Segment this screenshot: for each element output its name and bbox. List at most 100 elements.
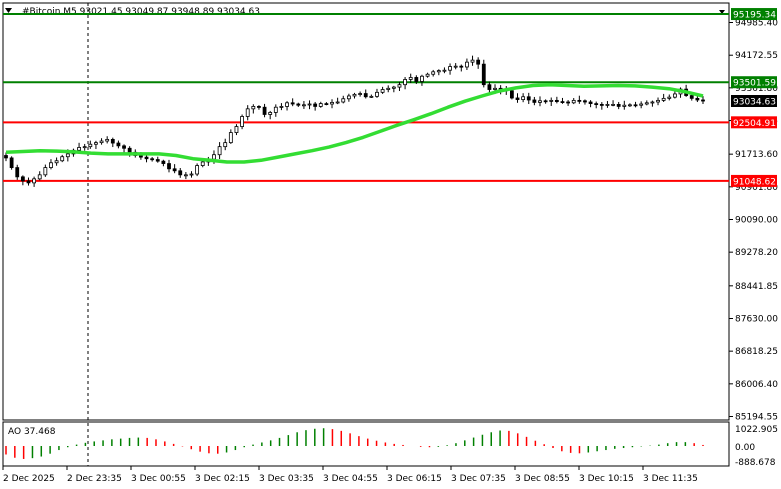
time-axis-tick-label: 3 Dec 10:15: [579, 474, 634, 484]
indicator-plot-frame: [2, 421, 730, 467]
main-plot-frame: [2, 2, 730, 421]
candle-body: [639, 103, 644, 106]
candle-body: [448, 66, 452, 71]
candle-body: [375, 91, 379, 97]
candle-body: [212, 154, 216, 160]
candle-body: [116, 142, 121, 147]
candle-body: [656, 99, 660, 103]
candle-body: [183, 174, 188, 177]
candle-body: [352, 93, 357, 97]
candle-body: [633, 104, 638, 107]
candle-body: [566, 101, 570, 104]
candle-body: [9, 157, 14, 168]
candle-body: [26, 180, 31, 184]
ao-tick-top: 1022.905: [735, 425, 778, 435]
candle-body: [481, 63, 486, 86]
candle-body: [436, 70, 441, 73]
time-axis-tick-label: 3 Dec 03:35: [259, 474, 314, 484]
candle-body: [217, 146, 222, 156]
time-axis-tick-label: 3 Dec 06:15: [387, 474, 442, 484]
time-axis-tick-label: 3 Dec 07:35: [451, 474, 506, 484]
candle-body: [172, 168, 177, 172]
chart-collapse-icon[interactable]: [719, 10, 725, 14]
candle-body: [105, 139, 110, 142]
candle-body: [493, 87, 497, 90]
candle-body: [538, 100, 542, 103]
candle-body: [65, 153, 70, 158]
candle-body: [442, 69, 447, 72]
candle-body: [82, 146, 87, 149]
candle-body: [330, 101, 334, 105]
moving-average-layer: [5, 82, 704, 164]
price-axis-tick-label: 88441.85: [735, 282, 778, 292]
candle-body: [99, 140, 104, 144]
candle-body: [611, 104, 615, 106]
candle-body: [15, 167, 20, 178]
candle-body: [380, 89, 385, 93]
candle-body: [391, 86, 396, 89]
candle-body: [650, 101, 655, 104]
candle-body: [43, 167, 48, 176]
candle-body: [532, 99, 537, 103]
candle-body: [234, 126, 239, 133]
level-price-tag: [731, 8, 777, 21]
level-price-tag: [731, 174, 777, 187]
candle-body: [661, 97, 666, 101]
candle-body: [341, 98, 346, 103]
candle-body: [161, 160, 166, 164]
candle-body: [4, 155, 8, 159]
time-axis-tick-label: 3 Dec 00:55: [131, 474, 186, 484]
candle-body: [313, 103, 318, 107]
candles-layer: [4, 55, 705, 187]
ao-tick-zero: 0.00: [735, 443, 755, 453]
dropdown-triangle-icon[interactable]: [5, 8, 12, 13]
symbol-header: #Bitcoin,M5 93021.45 93049.87 93948.89 9…: [22, 7, 260, 17]
candle-body: [285, 102, 289, 107]
candle-body: [487, 84, 492, 90]
time-axis-tick-label: 2 Dec 2025: [3, 474, 55, 484]
candle-body: [88, 143, 93, 148]
candle-body: [644, 102, 649, 105]
current-price-label: 93034.63: [733, 98, 776, 108]
candle-body: [403, 79, 407, 86]
candle-body: [307, 103, 312, 106]
candle-body: [257, 106, 261, 108]
candle-body: [228, 132, 233, 144]
candle-body: [178, 170, 183, 176]
candle-body: [324, 103, 329, 106]
candle-body: [296, 103, 301, 106]
candle-body: [262, 106, 267, 115]
price-axis-tick-label: 87630.00: [735, 314, 778, 324]
level-price-tag-label: 93501.59: [733, 79, 776, 89]
candle-body: [414, 77, 419, 82]
candle-body: [470, 59, 475, 63]
price-axis-tick-label: 94172.55: [735, 51, 778, 61]
level-price-tag: [731, 76, 777, 89]
candle-body: [420, 75, 424, 82]
candle-body: [223, 142, 228, 148]
candle-body: [358, 93, 363, 95]
candle-body: [453, 65, 458, 68]
candle-body: [397, 84, 402, 88]
candle-body: [605, 104, 610, 106]
level-price-tag-label: 91048.62: [733, 177, 776, 187]
candle-body: [302, 104, 306, 107]
candle-body: [122, 145, 126, 149]
candle-body: [667, 96, 672, 99]
candle-body: [386, 87, 391, 90]
time-axis: 2 Dec 2025 2 Dec 23:35 3 Dec 00:55 3 Dec 02…: [2, 466, 698, 484]
candle-body: [346, 95, 351, 100]
candle-body: [560, 101, 565, 103]
candle-body: [526, 96, 531, 101]
candle-body: [94, 142, 98, 145]
time-axis-tick-label: 3 Dec 04:55: [323, 474, 378, 484]
current-price-tag: [731, 95, 777, 108]
candle-body: [110, 139, 115, 144]
candle-body: [408, 77, 413, 80]
candle-body: [240, 116, 244, 127]
candle-body: [459, 65, 464, 68]
candle-body: [20, 176, 25, 182]
candle-body: [32, 178, 37, 184]
